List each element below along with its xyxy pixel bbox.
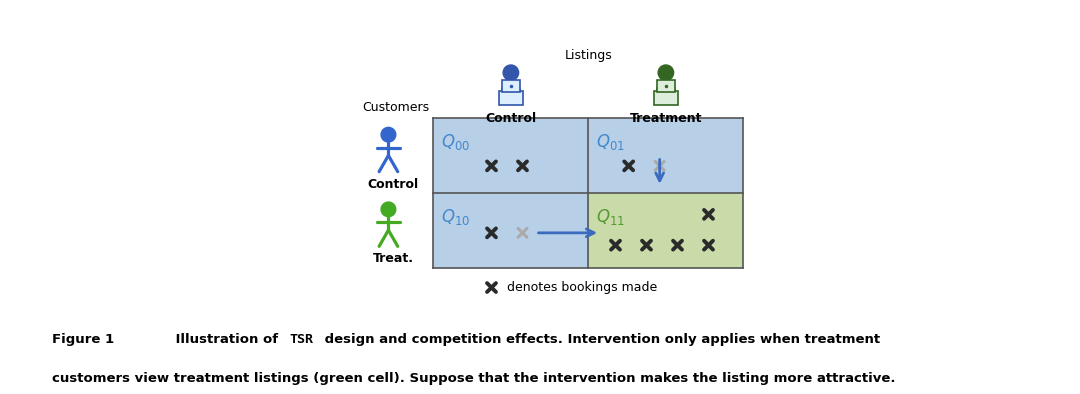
Bar	[589, 193, 743, 268]
Polygon shape	[656, 81, 676, 90]
Text: Treatment: Treatment	[630, 112, 702, 125]
FancyBboxPatch shape	[654, 91, 677, 105]
Text: $Q_{00}$: $Q_{00}$	[441, 132, 470, 152]
Text: Treat.: Treat.	[373, 253, 414, 266]
Text: design and competition effects. Intervention only applies when treatment: design and competition effects. Interven…	[320, 333, 880, 346]
Bar	[589, 118, 743, 193]
Text: Listings: Listings	[565, 49, 612, 62]
Bar	[433, 193, 589, 268]
Text: $Q_{10}$: $Q_{10}$	[441, 207, 470, 227]
Text: Illustration of: Illustration of	[157, 333, 282, 346]
Text: customers view treatment listings (green cell). Suppose that the intervention ma: customers view treatment listings (green…	[52, 372, 895, 385]
Circle shape	[381, 202, 395, 217]
FancyBboxPatch shape	[499, 91, 523, 105]
Text: Control: Control	[485, 112, 537, 125]
Bar	[433, 118, 589, 193]
Circle shape	[658, 65, 674, 80]
Text: $Q_{11}$: $Q_{11}$	[596, 207, 625, 227]
Circle shape	[503, 65, 518, 80]
Text: TSR: TSR	[289, 333, 313, 346]
Text: Control: Control	[367, 178, 419, 191]
FancyBboxPatch shape	[501, 80, 521, 92]
FancyBboxPatch shape	[657, 80, 675, 92]
Text: denotes bookings made: denotes bookings made	[507, 281, 658, 294]
Circle shape	[381, 127, 395, 142]
Text: $Q_{01}$: $Q_{01}$	[596, 132, 625, 152]
Text: Customers: Customers	[363, 101, 430, 114]
Text: Figure 1: Figure 1	[52, 333, 114, 346]
Polygon shape	[501, 81, 521, 90]
